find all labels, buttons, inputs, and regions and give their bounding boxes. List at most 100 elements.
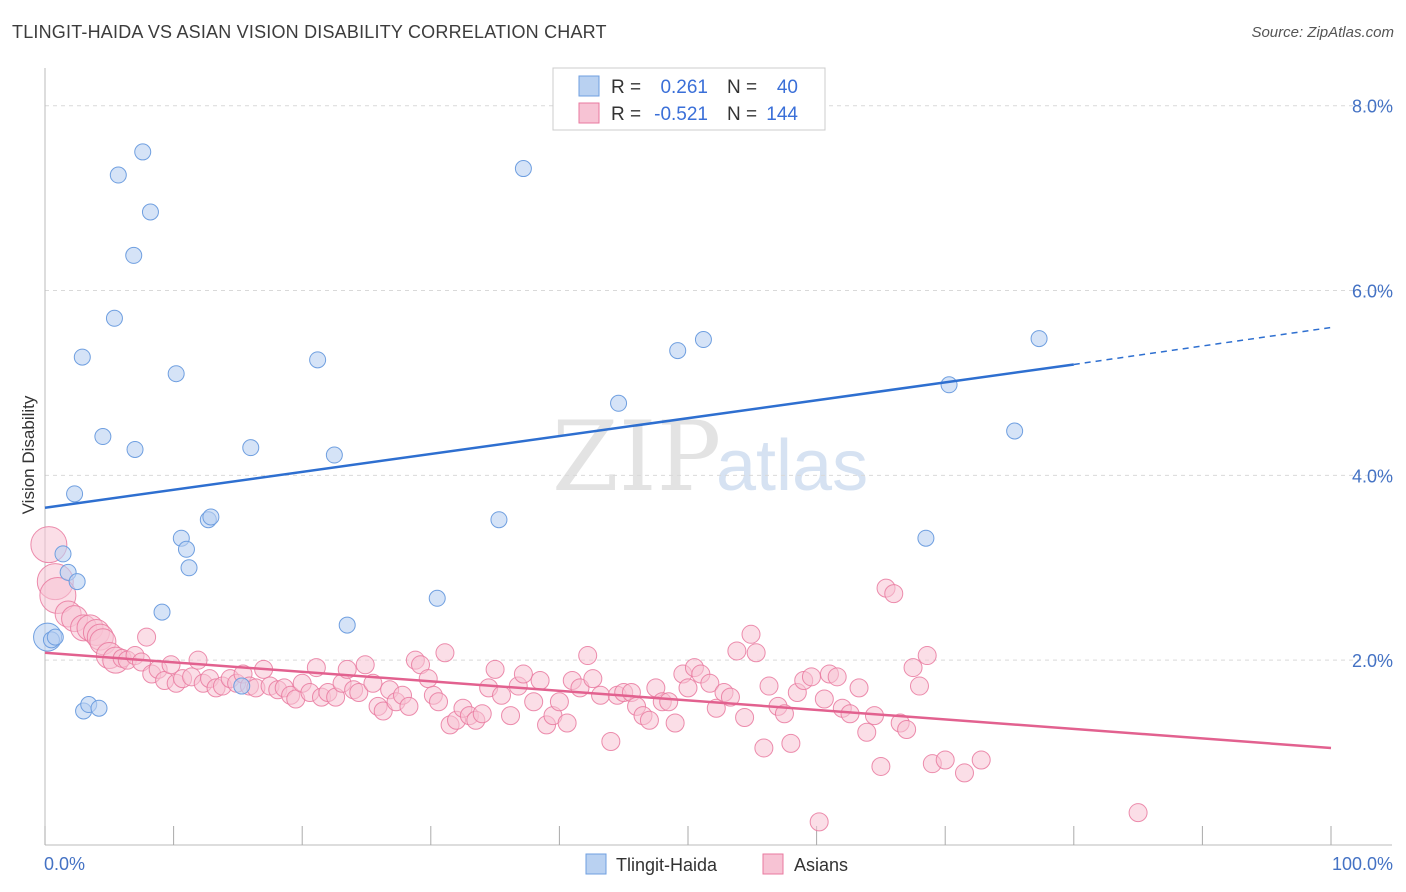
asians-point <box>971 750 991 770</box>
asians-point <box>363 673 383 693</box>
asians-points <box>30 526 1148 832</box>
asians-point <box>583 669 603 689</box>
asians-point <box>524 692 544 712</box>
asians-point <box>137 627 157 647</box>
y-tick-label: 8.0% <box>1352 97 1393 117</box>
tlingit-haida-point <box>917 529 935 547</box>
tlingit-haida-point <box>233 677 251 695</box>
tlingit-haida-point <box>94 428 112 446</box>
tlingit-haida-point <box>428 589 446 607</box>
asians-point <box>801 667 821 687</box>
tlingit-haida-point <box>73 348 91 366</box>
asians-point <box>549 692 569 712</box>
tlingit-haida-point <box>202 508 220 526</box>
asians-point <box>871 756 891 776</box>
tlingit-haida-point <box>54 545 72 563</box>
tlingit-haida-trend-extension <box>1073 326 1332 366</box>
watermark-atlas: atlas <box>716 426 868 506</box>
legend-r-value-1: 0.261 <box>660 77 708 98</box>
asians-point <box>746 643 766 663</box>
watermark: ZIP atlas <box>552 401 868 513</box>
tlingit-haida-point <box>126 440 144 458</box>
y-tick-labels: 2.0% 4.0% 6.0% 8.0% <box>1352 97 1393 671</box>
asians-point <box>857 722 877 742</box>
asians-point <box>578 646 598 666</box>
tlingit-haida-point <box>46 628 64 646</box>
tlingit-haida-point <box>68 573 86 591</box>
tlingit-haida-point <box>1030 330 1048 348</box>
tlingit-haida-point <box>490 511 508 529</box>
asians-point <box>827 667 847 687</box>
bottom-legend-swatch-pink <box>762 853 784 875</box>
asians-point <box>741 624 761 644</box>
asians-point <box>161 655 181 675</box>
legend-n-label-2: N = <box>727 104 757 125</box>
tlingit-haida-point <box>105 309 123 327</box>
asians-point <box>665 713 685 733</box>
tlingit-haida-point <box>669 342 687 360</box>
legend-r-value-2: -0.521 <box>654 104 708 125</box>
bottom-legend-swatch-blue <box>585 853 607 875</box>
asians-point <box>781 733 801 753</box>
asians-point <box>355 655 375 675</box>
asians-point <box>373 701 393 721</box>
asians-point <box>513 664 533 684</box>
legend-n-value-2: 144 <box>766 104 798 125</box>
tlingit-haida-point <box>1006 422 1024 440</box>
tlingit-haida-point <box>109 166 127 184</box>
tlingit-haida-point <box>90 699 108 717</box>
asians-point <box>720 687 740 707</box>
tlingit-haida-point <box>610 394 628 412</box>
axes <box>44 68 1392 846</box>
y-tick-label: 2.0% <box>1352 651 1393 671</box>
x-tick-label: 100.0% <box>1332 854 1393 874</box>
tlingit-haida-point <box>309 351 327 369</box>
tlingit-haida-point <box>242 439 260 457</box>
bottom-legend-label-asians: Asians <box>794 855 848 875</box>
tlingit-haida-point <box>125 246 143 264</box>
asians-point <box>727 641 747 661</box>
tlingit-haida-point <box>177 540 195 558</box>
legend-swatch-pink <box>578 102 600 124</box>
legend-swatch-blue <box>578 75 600 97</box>
tlingit-haida-points <box>33 143 1048 720</box>
tlingit-haida-point <box>66 485 84 503</box>
bottom-legend: Tlingit-Haida Asians <box>585 853 848 875</box>
x-tick-labels: 0.0% 100.0% <box>44 854 1393 874</box>
asians-point <box>954 763 974 783</box>
asians-point <box>700 673 720 693</box>
tlingit-haida-point <box>514 160 532 178</box>
asians-point <box>429 692 449 712</box>
tlingit-haida-point <box>940 376 958 394</box>
asians-point <box>530 671 550 691</box>
legend-r-label-2: R = <box>611 104 641 125</box>
tlingit-haida-point <box>141 203 159 221</box>
tlingit-haida-point <box>153 603 171 621</box>
asians-trend-line <box>44 651 1332 750</box>
asians-point <box>884 584 904 604</box>
legend: R = 0.261 N = 40 R = -0.521 N = 144 <box>552 67 826 131</box>
x-tick-label: 0.0% <box>44 854 85 874</box>
asians-point <box>659 692 679 712</box>
asians-point <box>601 732 621 752</box>
asians-point <box>557 713 577 733</box>
tlingit-haida-point <box>325 446 343 464</box>
asians-point <box>903 658 923 678</box>
tlingit-haida-point <box>694 331 712 349</box>
source-note: Source: ZipAtlas.com <box>1251 24 1394 41</box>
bottom-legend-label-tlingit-haida: Tlingit-Haida <box>616 855 718 875</box>
asians-point <box>418 669 438 689</box>
asians-point <box>897 719 917 739</box>
tlingit-haida-point <box>338 616 356 634</box>
asians-point <box>774 704 794 724</box>
asians-point <box>492 685 512 705</box>
asians-point <box>639 710 659 730</box>
grid <box>45 105 1392 661</box>
asians-point <box>435 643 455 663</box>
asians-point <box>678 678 698 698</box>
watermark-zip: ZIP <box>552 401 721 513</box>
asians-point <box>1128 803 1148 823</box>
tlingit-haida-point <box>167 365 185 383</box>
legend-r-label-1: R = <box>611 77 641 98</box>
